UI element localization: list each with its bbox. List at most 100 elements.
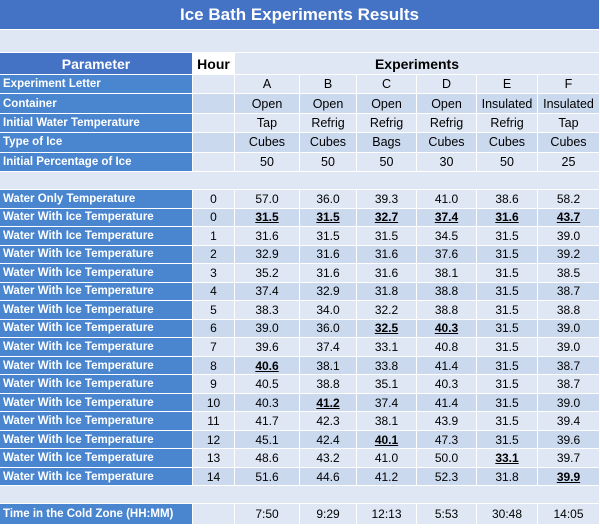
param-cell: 50 xyxy=(357,152,417,172)
hour-cell xyxy=(193,94,235,114)
temperature-cell: 40.3 xyxy=(235,393,300,413)
temperature-cell: 31.6 xyxy=(300,264,357,283)
temperature-cell: 36.0 xyxy=(300,319,357,339)
temperature-cell: 41.2 xyxy=(300,393,357,413)
temperature-cell: 38.1 xyxy=(300,356,357,376)
temperature-cell: 31.8 xyxy=(477,467,538,487)
temperature-cell: 43.2 xyxy=(300,449,357,468)
temperature-cell: 39.0 xyxy=(235,319,300,339)
temperature-cell: 48.6 xyxy=(235,449,300,468)
row-label: Water With Ice Temperature xyxy=(0,301,193,320)
row-label: Water Only Temperature xyxy=(0,190,193,209)
hour-cell xyxy=(193,504,235,526)
param-cell: Cubes xyxy=(477,133,538,153)
temperature-cell: 38.7 xyxy=(538,356,600,376)
temperature-cell: 38.6 xyxy=(477,190,538,209)
temperature-cell: 50.0 xyxy=(417,449,477,468)
temperature-cell: 47.3 xyxy=(417,430,477,450)
temperature-cell: 31.5 xyxy=(477,319,538,339)
empty-row xyxy=(0,486,600,505)
temperature-cell: 31.5 xyxy=(477,338,538,357)
row-label: Type of Ice xyxy=(0,133,193,153)
temperature-cell: 38.5 xyxy=(538,264,600,283)
temperature-cell: 52.3 xyxy=(417,467,477,487)
temperature-cell: 39.0 xyxy=(538,393,600,413)
temperature-cell: 37.4 xyxy=(417,208,477,228)
temperature-cell: 33.1 xyxy=(477,449,538,468)
temperature-cell: 31.5 xyxy=(477,301,538,320)
temperature-cell: 39.3 xyxy=(357,190,417,209)
hour-cell: 12 xyxy=(193,430,235,450)
temperature-cell: 42.4 xyxy=(300,430,357,450)
time-cell: 14:05 xyxy=(538,504,600,526)
temperature-cell: 38.8 xyxy=(417,301,477,320)
hour-cell: 0 xyxy=(193,190,235,209)
temperature-cell: 40.8 xyxy=(417,338,477,357)
empty-row xyxy=(0,172,600,190)
temperature-cell: 31.5 xyxy=(300,208,357,228)
temperature-cell: 41.7 xyxy=(235,412,300,431)
header-cell: Hour xyxy=(193,53,235,75)
temperature-cell: 40.5 xyxy=(235,375,300,394)
row-label: Water With Ice Temperature xyxy=(0,467,193,487)
row-label: Water With Ice Temperature xyxy=(0,449,193,468)
param-cell: B xyxy=(300,75,357,95)
temperature-cell: 41.0 xyxy=(357,449,417,468)
hour-cell: 10 xyxy=(193,393,235,413)
temperature-cell: 31.5 xyxy=(477,375,538,394)
temperature-cell: 40.6 xyxy=(235,356,300,376)
param-cell: Tap xyxy=(538,113,600,134)
temperature-cell: 41.2 xyxy=(357,467,417,487)
temperature-cell: 38.8 xyxy=(300,375,357,394)
temperature-cell: 31.5 xyxy=(300,227,357,246)
temperature-cell: 31.6 xyxy=(477,208,538,228)
param-cell: Refrig xyxy=(417,113,477,134)
row-label: Water With Ice Temperature xyxy=(0,319,193,339)
temperature-cell: 43.7 xyxy=(538,208,600,228)
temperature-cell: 41.4 xyxy=(417,356,477,376)
hour-cell: 2 xyxy=(193,245,235,265)
temperature-cell: 45.1 xyxy=(235,430,300,450)
temperature-cell: 39.7 xyxy=(538,449,600,468)
temperature-cell: 31.5 xyxy=(357,227,417,246)
param-cell: A xyxy=(235,75,300,95)
row-label: Water With Ice Temperature xyxy=(0,208,193,228)
param-cell: Cubes xyxy=(417,133,477,153)
param-cell: Refrig xyxy=(477,113,538,134)
hour-cell: 13 xyxy=(193,449,235,468)
hour-cell: 7 xyxy=(193,338,235,357)
hour-cell: 11 xyxy=(193,412,235,431)
param-cell: 25 xyxy=(538,152,600,172)
param-cell: F xyxy=(538,75,600,95)
temperature-cell: 38.1 xyxy=(417,264,477,283)
temperature-cell: 39.0 xyxy=(538,319,600,339)
param-cell: E xyxy=(477,75,538,95)
temperature-cell: 38.1 xyxy=(357,412,417,431)
temperature-cell: 57.0 xyxy=(235,190,300,209)
hour-cell: 3 xyxy=(193,264,235,283)
temperature-cell: 31.5 xyxy=(477,245,538,265)
param-cell: 50 xyxy=(477,152,538,172)
temperature-cell: 31.5 xyxy=(477,393,538,413)
param-cell: Open xyxy=(235,94,300,114)
param-cell: Refrig xyxy=(357,113,417,134)
hour-cell xyxy=(193,75,235,95)
temperature-cell: 34.0 xyxy=(300,301,357,320)
hour-cell: 0 xyxy=(193,208,235,228)
empty-row xyxy=(0,30,600,53)
row-label: Initial Water Temperature xyxy=(0,113,193,134)
param-cell: 30 xyxy=(417,152,477,172)
temperature-cell: 51.6 xyxy=(235,467,300,487)
temperature-cell: 32.9 xyxy=(235,245,300,265)
temperature-cell: 36.0 xyxy=(300,190,357,209)
temperature-cell: 31.6 xyxy=(357,245,417,265)
hour-cell: 6 xyxy=(193,319,235,339)
row-label: Initial Percentage of Ice xyxy=(0,152,193,172)
time-cell: 7:50 xyxy=(235,504,300,526)
param-cell: Insulated xyxy=(538,94,600,114)
temperature-cell: 39.0 xyxy=(538,227,600,246)
hour-cell: 14 xyxy=(193,467,235,487)
temperature-cell: 38.8 xyxy=(417,282,477,302)
temperature-cell: 35.1 xyxy=(357,375,417,394)
param-cell: Open xyxy=(357,94,417,114)
